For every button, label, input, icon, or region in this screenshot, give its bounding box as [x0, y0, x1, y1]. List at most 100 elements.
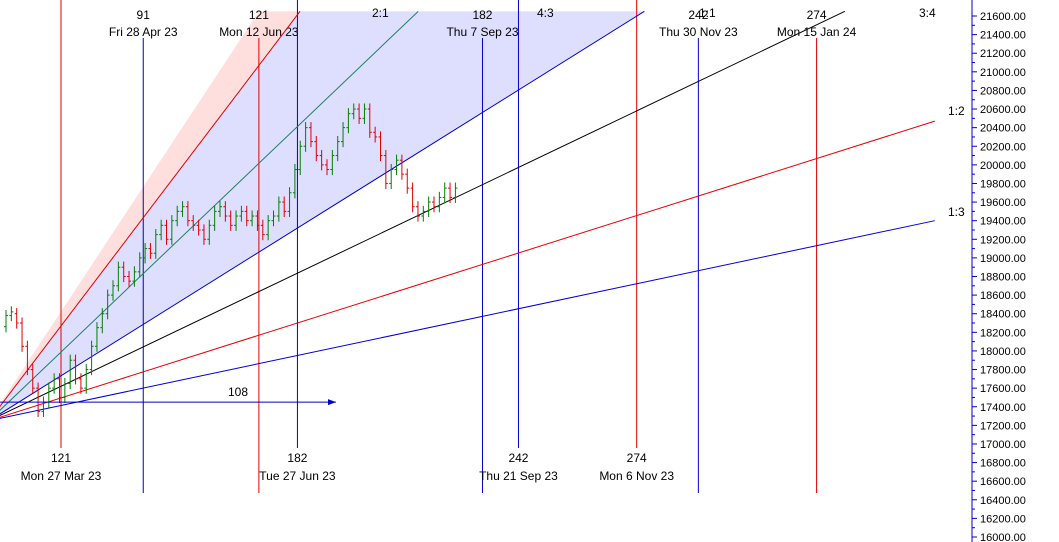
- time-date-3: Tue 27 Jun 23: [259, 469, 336, 483]
- arrow-head: [327, 399, 336, 406]
- price-bar: [244, 205, 249, 227]
- time-count-3: 182: [287, 451, 307, 465]
- axis-tick-label: 19400.00: [980, 216, 1026, 228]
- price-bar: [335, 136, 340, 162]
- price-bar: [394, 154, 399, 176]
- price-bar: [239, 205, 244, 222]
- fan-line-3-4: [0, 10, 846, 417]
- price-bar: [94, 322, 99, 352]
- time-date-0: Mon 27 Mar 23: [21, 469, 102, 483]
- price-bar: [415, 201, 420, 222]
- axis-tick-label: 16400.00: [980, 495, 1026, 507]
- price-bar: [373, 126, 378, 143]
- arrow-label: 108: [228, 385, 248, 399]
- time-count-2: 121: [249, 8, 269, 22]
- price-bar: [442, 182, 447, 204]
- price-bar: [159, 219, 164, 241]
- price-bar: [185, 201, 190, 227]
- axis-tick-label: 20800.00: [980, 85, 1026, 97]
- price-bar: [330, 149, 335, 176]
- price-bar: [426, 196, 431, 217]
- price-bar: [432, 196, 436, 213]
- time-date-5: Thu 21 Sep 23: [479, 469, 558, 483]
- price-bar: [453, 182, 458, 204]
- fan-ratio-2-1: 2:1: [372, 6, 389, 20]
- time-count-1: 91: [137, 8, 151, 22]
- price-bar: [223, 201, 228, 222]
- price-bar: [319, 149, 324, 171]
- price-bar: [207, 219, 212, 245]
- fan-ratio-1-1: 1:1: [699, 6, 716, 20]
- axis-tick-label: 17600.00: [980, 383, 1026, 395]
- price-bar: [378, 131, 383, 162]
- price-bar: [255, 210, 260, 231]
- price-bar: [292, 163, 297, 199]
- axis-tick-label: 18400.00: [980, 309, 1026, 321]
- axis-tick-label: 16000.00: [980, 532, 1026, 542]
- axis-tick-label: 20600.00: [980, 104, 1026, 116]
- price-bar: [260, 219, 265, 241]
- axis-tick-label: 19200.00: [980, 234, 1026, 246]
- fan-shading: [0, 11, 645, 414]
- price-bar: [4, 309, 8, 333]
- axis-tick-label: 19000.00: [980, 253, 1026, 265]
- price-bar: [153, 229, 158, 259]
- price-bar: [78, 373, 83, 394]
- price-bar: [421, 205, 426, 222]
- price-bar: [325, 159, 329, 176]
- price-bar: [73, 354, 78, 385]
- price-bar: [143, 243, 148, 264]
- fan-line-1-3: [0, 220, 935, 419]
- price-bar: [228, 210, 233, 231]
- axis-tick-label: 20400.00: [980, 123, 1026, 135]
- price-bar: [36, 382, 41, 417]
- price-bar: [164, 219, 169, 245]
- price-bar: [62, 377, 67, 404]
- price-bar: [84, 363, 89, 394]
- price-bar: [30, 363, 35, 394]
- axis-tick-label: 21400.00: [980, 30, 1026, 42]
- price-bar: [367, 103, 372, 138]
- fan-ratio-3-4: 3:4: [919, 6, 936, 20]
- price-bar: [298, 140, 303, 176]
- price-axis: 21600.00 21400.00 21200.00 21000.00 20800.00…: [971, 0, 1026, 542]
- time-date-2: Mon 12 Jun 23: [219, 25, 299, 39]
- axis-tick-label: 18600.00: [980, 290, 1026, 302]
- axis-tick-label: 16200.00: [980, 513, 1026, 525]
- time-count-8: 274: [807, 8, 827, 22]
- price-bar: [346, 108, 351, 134]
- price-bar: [46, 382, 51, 408]
- price-bar: [314, 136, 319, 162]
- axis-tick-label: 17200.00: [980, 420, 1026, 432]
- price-bar: [175, 205, 180, 227]
- fan-ratio-1-3: 1:3: [948, 205, 965, 219]
- fan-line-2-1: [0, 11, 301, 408]
- price-bar: [271, 210, 276, 227]
- fan-ratio-4-3: 4:3: [537, 6, 554, 20]
- price-bar: [383, 149, 388, 190]
- price-bar: [389, 163, 394, 190]
- time-date-8: Mon 15 Jan 24: [777, 25, 857, 39]
- axis-tick-label: 20200.00: [980, 141, 1026, 153]
- axis-tick-label: 18800.00: [980, 272, 1026, 284]
- price-bar: [362, 103, 367, 124]
- price-bar: [148, 243, 153, 259]
- time-date-4: Thu 7 Sep 23: [446, 25, 518, 39]
- price-bar: [357, 103, 362, 124]
- time-count-5: 242: [508, 451, 528, 465]
- price-bar: [266, 215, 271, 241]
- price-bar: [437, 191, 442, 213]
- axis-tick-label: 16600.00: [980, 476, 1026, 488]
- fan-line-1-2: [0, 120, 935, 418]
- price-bar: [287, 187, 292, 217]
- price-bar: [282, 196, 287, 217]
- price-bar: [351, 103, 356, 120]
- price-bar: [127, 270, 132, 287]
- price-bar: [9, 306, 14, 322]
- axis-tick-label: 17000.00: [980, 439, 1026, 451]
- price-bar: [196, 219, 201, 236]
- axis-tick-label: 17400.00: [980, 402, 1026, 414]
- price-bar: [341, 122, 346, 148]
- price-bar: [14, 308, 19, 329]
